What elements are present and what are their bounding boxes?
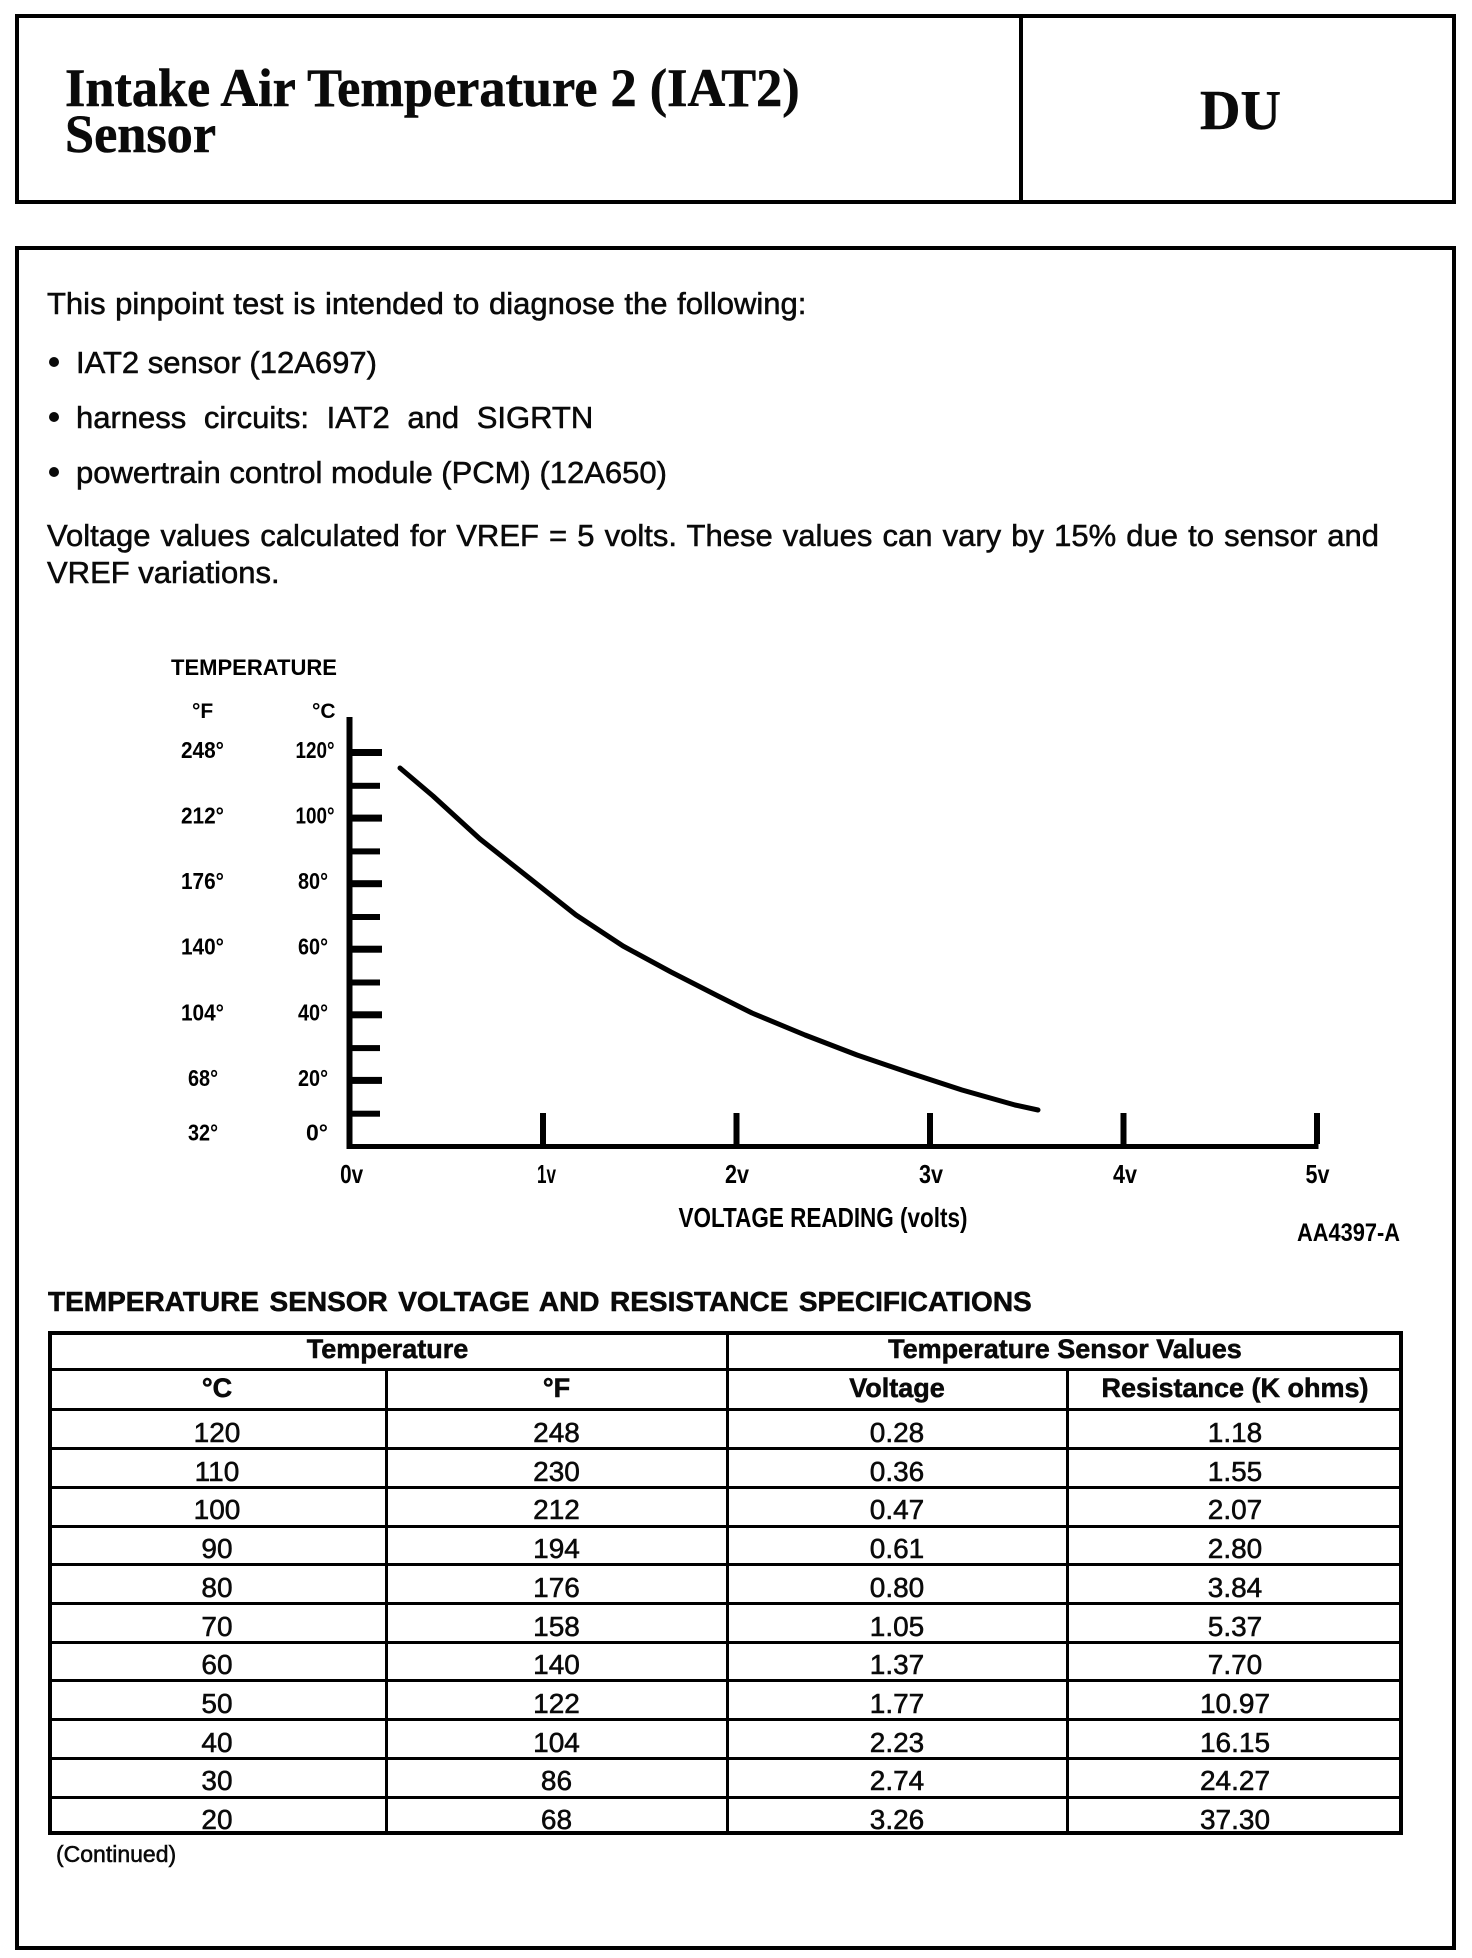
svg-text:20°: 20°: [298, 1065, 328, 1091]
svg-text:32°: 32°: [188, 1120, 218, 1146]
svg-text:212°: 212°: [181, 803, 224, 829]
svg-text:140°: 140°: [181, 934, 224, 960]
svg-text:176°: 176°: [181, 868, 224, 894]
svg-text:68°: 68°: [188, 1065, 218, 1091]
svg-text:248°: 248°: [181, 737, 224, 763]
svg-text:4v: 4v: [1113, 1159, 1137, 1189]
svg-text:0°: 0°: [306, 1120, 328, 1146]
svg-text:TEMPERATURE: TEMPERATURE: [171, 655, 337, 680]
svg-text:5v: 5v: [1306, 1159, 1330, 1189]
svg-text:1v: 1v: [537, 1159, 556, 1189]
svg-text:AA4397-A: AA4397-A: [1297, 1219, 1400, 1247]
svg-text:100°: 100°: [296, 803, 335, 829]
svg-text:60°: 60°: [298, 934, 328, 960]
svg-text:VOLTAGE READING (volts): VOLTAGE READING (volts): [679, 1202, 968, 1233]
svg-text:°F: °F: [192, 700, 213, 723]
svg-text:0v: 0v: [340, 1159, 363, 1189]
svg-text:120°: 120°: [296, 737, 335, 763]
svg-text:80°: 80°: [298, 868, 328, 894]
svg-text:2v: 2v: [725, 1159, 749, 1189]
svg-text:104°: 104°: [181, 999, 224, 1025]
svg-text:3v: 3v: [919, 1159, 943, 1189]
svg-text:°C: °C: [312, 700, 336, 723]
svg-text:40°: 40°: [298, 999, 328, 1025]
